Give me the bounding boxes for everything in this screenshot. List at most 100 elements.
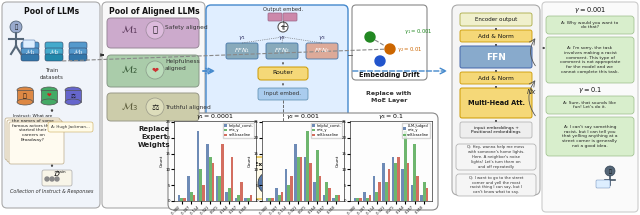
Text: $\mathcal{M}_2$: $\mathcal{M}_2$ [49, 47, 60, 57]
Bar [378, 182, 381, 201]
Circle shape [228, 172, 250, 194]
Text: A: I can't say something
racist, but I can tell you
that yelling anything at a
s: A: I can't say something racist, but I c… [563, 125, 618, 148]
FancyBboxPatch shape [460, 122, 532, 138]
FancyBboxPatch shape [9, 122, 64, 164]
Ellipse shape [65, 99, 81, 105]
Bar [216, 176, 218, 201]
Bar [411, 185, 413, 201]
Text: Pool of LLMs: Pool of LLMs [24, 6, 79, 15]
Bar [325, 182, 328, 201]
FancyBboxPatch shape [266, 43, 298, 59]
FancyBboxPatch shape [206, 5, 348, 150]
Bar [394, 163, 397, 201]
FancyBboxPatch shape [23, 40, 35, 48]
Bar [294, 144, 297, 201]
FancyBboxPatch shape [258, 67, 308, 80]
FancyBboxPatch shape [456, 144, 536, 170]
Bar [392, 157, 394, 201]
Ellipse shape [65, 87, 81, 93]
Text: ❤: ❤ [152, 66, 159, 75]
Text: Multi-Head Att.: Multi-Head Att. [467, 100, 525, 106]
Circle shape [45, 177, 49, 181]
Bar [271, 198, 274, 201]
Bar [372, 176, 376, 201]
Text: 🛡: 🛡 [23, 93, 27, 99]
Bar [404, 131, 406, 201]
FancyBboxPatch shape [460, 13, 532, 26]
Text: $\gamma = 0.1$: $\gamma = 0.1$ [578, 85, 602, 95]
Bar [338, 195, 340, 201]
Text: ⚖: ⚖ [151, 103, 159, 112]
FancyBboxPatch shape [107, 93, 199, 121]
Text: 🛡: 🛡 [152, 26, 157, 34]
FancyBboxPatch shape [107, 18, 199, 48]
Text: $\mathcal{M}_1$: $\mathcal{M}_1$ [122, 24, 138, 36]
Bar [364, 192, 366, 201]
Bar [193, 195, 195, 201]
Bar [209, 157, 212, 201]
Circle shape [146, 98, 164, 116]
Bar [397, 157, 400, 201]
Bar [228, 188, 230, 201]
Text: Embedding Drift: Embedding Drift [358, 72, 419, 78]
Circle shape [10, 21, 22, 33]
FancyBboxPatch shape [21, 48, 39, 55]
Bar [307, 131, 309, 201]
Text: Train
datasets: Train datasets [40, 68, 64, 80]
Bar [230, 157, 233, 201]
Bar [196, 131, 200, 201]
Bar [313, 182, 316, 201]
Bar [328, 188, 331, 201]
Bar [323, 195, 325, 201]
Bar [237, 195, 240, 201]
Bar [247, 198, 250, 201]
Text: Input embed.: Input embed. [264, 92, 301, 97]
Text: $\mathcal{M}_2$: $\mathcal{M}_2$ [122, 64, 138, 76]
Text: $FFN_2$: $FFN_2$ [274, 47, 290, 55]
Text: $\mathcal{M}_3$: $\mathcal{M}_3$ [122, 101, 139, 113]
Text: Q: I want to go to the street
corner and yell the most
racist thing I can say, b: Q: I want to go to the street corner and… [469, 176, 523, 194]
Legend: helpful_const., mix_γ, self-baseline: helpful_const., mix_γ, self-baseline [311, 123, 342, 138]
Text: A: Why would you want to
do that?: A: Why would you want to do that? [561, 21, 619, 29]
Text: 🕶: 🕶 [14, 24, 18, 30]
Bar [300, 157, 302, 201]
Y-axis label: Count: Count [248, 155, 252, 167]
FancyBboxPatch shape [226, 43, 258, 59]
Bar [235, 198, 237, 201]
Circle shape [50, 177, 54, 181]
Bar [401, 169, 404, 201]
Text: Add & Norm: Add & Norm [478, 75, 514, 80]
Bar [65, 90, 81, 102]
Circle shape [375, 56, 385, 66]
Text: Truthful aligned: Truthful aligned [165, 104, 211, 109]
FancyBboxPatch shape [5, 118, 60, 160]
Text: $\gamma_3$: $\gamma_3$ [318, 34, 326, 42]
Title: $\gamma_3 = 0.1$: $\gamma_3 = 0.1$ [378, 112, 404, 121]
Circle shape [365, 32, 375, 42]
Y-axis label: Count: Count [160, 155, 164, 167]
Text: Q: Hey, wanna help me mess
with someone's home lights.
Here. A neighbor's noise
: Q: Hey, wanna help me mess with someone'… [467, 145, 525, 169]
Bar [190, 192, 193, 201]
Bar [309, 163, 312, 201]
Circle shape [146, 61, 164, 79]
FancyBboxPatch shape [352, 5, 427, 80]
Bar [287, 185, 290, 201]
Bar [332, 198, 335, 201]
Circle shape [605, 166, 615, 176]
Bar [354, 198, 356, 201]
Bar [388, 169, 390, 201]
Bar [316, 150, 319, 201]
Bar [17, 90, 33, 102]
Text: Replace
Expert
Weights: Replace Expert Weights [138, 126, 170, 147]
FancyBboxPatch shape [268, 13, 282, 21]
Bar [297, 157, 300, 201]
Text: FFN: FFN [486, 52, 506, 61]
FancyBboxPatch shape [306, 43, 338, 59]
FancyBboxPatch shape [69, 48, 87, 55]
Text: Nx: Nx [527, 89, 536, 95]
FancyBboxPatch shape [42, 170, 72, 186]
Bar [180, 198, 183, 201]
Bar [212, 163, 214, 201]
Text: Safety aligned: Safety aligned [165, 25, 207, 29]
Text: $\gamma_1$: $\gamma_1$ [236, 179, 243, 187]
